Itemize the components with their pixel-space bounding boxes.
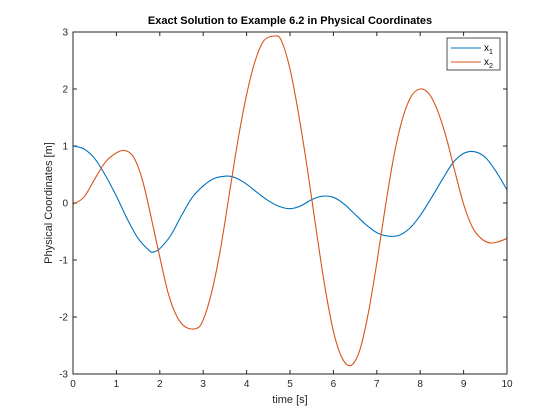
legend-label-x2: x2 (484, 57, 493, 70)
series-line-x2 (72, 35, 508, 367)
y-tick-label: 2 (62, 85, 68, 96)
x-axis-label: time [s] (272, 394, 307, 406)
y-tick-label: 1 (62, 142, 68, 153)
y-tick-label: -3 (59, 370, 68, 381)
x-tick-label: 4 (244, 379, 250, 390)
legend-label-x1: x1 (484, 43, 493, 56)
series-layer (72, 35, 508, 367)
y-tick-label: -1 (59, 256, 68, 267)
x-tick-label: 1 (114, 379, 120, 390)
x-tick-label: 10 (501, 379, 513, 390)
x-tick-label: 2 (157, 379, 163, 390)
plot-area-frame (72, 31, 508, 375)
y-tick-label: 0 (62, 199, 68, 210)
x-tick-label: 3 (200, 379, 206, 390)
y-tick-label: -2 (59, 313, 68, 324)
x-tick-label: 7 (374, 379, 380, 390)
legend-box (446, 37, 501, 71)
x-tick-label: 6 (331, 379, 337, 390)
x-tick-label: 0 (70, 379, 76, 390)
y-tick-label: 3 (62, 28, 68, 39)
chart-title: Exact Solution to Example 6.2 in Physica… (148, 15, 432, 27)
axis-ticks: 0 1 2 3 4 5 6 7 8 9 10 -3 -2 -1 0 1 2 3 (59, 28, 513, 391)
x-tick-label: 9 (461, 379, 467, 390)
y-axis-label: Physical Coordinates [m] (43, 142, 55, 264)
x-tick-label: 5 (287, 379, 293, 390)
x-tick-label: 8 (417, 379, 423, 390)
series-line-x1 (72, 145, 508, 253)
